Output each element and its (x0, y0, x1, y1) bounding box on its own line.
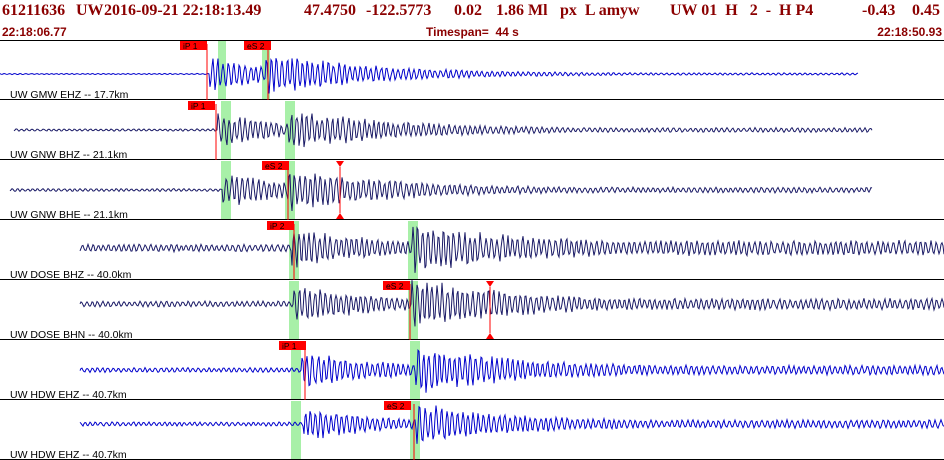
event-id: 61211636 (2, 2, 66, 19)
pick-label-box[interactable] (262, 161, 289, 170)
pick-window (221, 161, 231, 219)
event-flags: px L amyw (560, 2, 640, 19)
waveform-trace-4 (79, 225, 944, 273)
channel-label-1: UW GMW EHZ -- 17.7km (10, 89, 129, 101)
event-latitude: 47.4750 (304, 2, 356, 19)
channel-label-3: UW GNW BHE -- 21.1km (10, 209, 128, 221)
event-quality: UW 01 H 2 - H P4 (670, 2, 814, 19)
pick-label: iP 1 (183, 41, 198, 51)
pick-window (285, 161, 295, 219)
pick-label: eS 2 (387, 401, 405, 411)
event-value-2: 0.45 (912, 2, 940, 19)
pick-label: eS 2 (386, 281, 404, 291)
start-time: 22:18:06.77 (2, 25, 67, 39)
end-time: 22:18:50.93 (877, 25, 942, 39)
amplitude-marker-top (336, 161, 344, 167)
pick-label-box[interactable] (188, 101, 215, 110)
amplitude-marker-bottom (486, 333, 494, 339)
waveform-trace-2 (13, 113, 873, 148)
seismogram-traces[interactable]: iP 1 eS 2 iP 1 eS 2 iP 2 eS 2 iP 1 eS 2 UW GMW … (0, 40, 944, 460)
pick-label-box[interactable] (267, 221, 294, 230)
amplitude-marker-bottom (336, 213, 344, 219)
pick-label: eS 2 (265, 161, 283, 171)
pick-window (408, 221, 418, 279)
pick-window (262, 41, 270, 99)
waveform-trace-6 (79, 348, 944, 393)
event-network: UW (76, 2, 104, 19)
pick-label-box[interactable] (384, 401, 411, 410)
timespan-label: Timespan= 44 s (426, 25, 519, 39)
event-value-1: -0.43 (862, 2, 896, 19)
pick-label-box[interactable] (180, 41, 207, 50)
event-magnitude: 1.86 Ml (496, 2, 548, 19)
pick-label: iP 2 (270, 221, 285, 231)
pick-label: eS 2 (247, 41, 265, 51)
waveform-trace-1 (0, 58, 859, 94)
pick-label-box[interactable] (279, 341, 306, 350)
channel-label-4: UW DOSE BHZ -- 40.0km (10, 269, 132, 281)
pick-label: iP 1 (191, 101, 206, 111)
pick-label: iP 1 (282, 341, 297, 351)
pick-window (410, 401, 420, 459)
pick-window (291, 341, 301, 399)
event-header: 61211636 UW 2016-09-21 22:18:13.49 47.47… (0, 0, 944, 40)
waveform-trace-3 (9, 173, 873, 212)
pick-window (291, 401, 301, 459)
waveform-trace-7 (79, 405, 944, 444)
event-longitude: -122.5773 (366, 2, 432, 19)
channel-label-2: UW GNW BHZ -- 21.1km (10, 149, 128, 161)
amplitude-marker-top (486, 281, 494, 287)
channel-label-6: UW HDW EHZ -- 40.7km (10, 389, 127, 401)
time-range-line: 22:18:06.77 Timespan= 44 s 22:18:50.93 (0, 25, 944, 39)
event-summary-line: 61211636 UW 2016-09-21 22:18:13.49 47.47… (0, 0, 944, 24)
pick-label-box[interactable] (383, 281, 410, 290)
event-origin-time: 2016-09-21 22:18:13.49 (104, 2, 262, 19)
event-depth: 0.02 (454, 2, 482, 19)
pick-window (221, 101, 231, 159)
waveform-trace-5 (79, 280, 944, 327)
channel-label-5: UW DOSE BHN -- 40.0km (10, 329, 133, 341)
pick-label-box[interactable] (244, 41, 271, 50)
pick-window (289, 281, 299, 339)
pick-window (408, 281, 418, 339)
channel-label-7: UW HDW EHZ -- 40.7km (10, 449, 127, 460)
